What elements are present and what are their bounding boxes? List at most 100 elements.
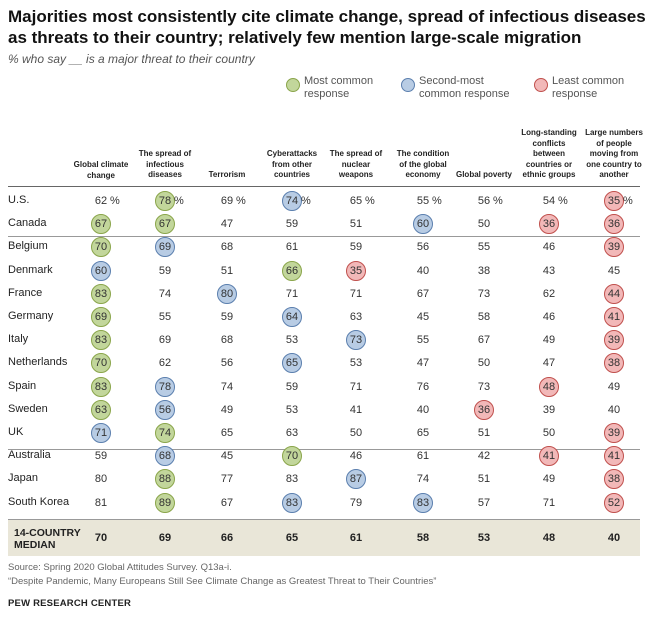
table-cell: 73: [477, 380, 491, 393]
median-label: 14-COUNTRY MEDIAN: [14, 527, 81, 551]
column-header: Global climate change: [73, 160, 129, 180]
table-cell: 59: [94, 450, 108, 463]
mark-circle-most: [91, 330, 111, 351]
table-cell: 59: [220, 311, 234, 323]
mark-circle-least: [604, 283, 624, 304]
median-cell: 40: [607, 532, 621, 544]
table-cell: 51: [349, 218, 363, 231]
table-cell: 65: [220, 427, 234, 439]
table-cell: 56: [477, 195, 491, 207]
table-cell: 55: [477, 241, 491, 254]
table-cell: 67: [477, 334, 491, 347]
table-cell: 39: [607, 427, 621, 439]
mark-circle-least: [604, 330, 624, 351]
table-cell: 65: [349, 195, 363, 207]
mark-circle-least: [539, 376, 559, 397]
mark-circle-second: [155, 376, 175, 397]
table-cell: 57: [477, 496, 491, 509]
column-header: The spread of nuclear weapons: [329, 149, 383, 179]
mark-circle-least: [539, 214, 559, 235]
table-cell: 59: [285, 380, 299, 393]
mark-circle-second: [413, 214, 433, 235]
column-header: Long-standing conflicts between countrie…: [521, 128, 577, 179]
table-cell: 67: [416, 287, 430, 300]
table-cell: 47: [542, 357, 556, 370]
table-cell: 74: [416, 473, 430, 486]
table-cell: 35: [349, 264, 363, 277]
median-cell: 69: [158, 532, 172, 544]
table-cell: 54: [542, 195, 556, 207]
table-cell: 74: [285, 195, 299, 207]
table-cell: 46: [349, 450, 363, 463]
table-cell: 38: [607, 357, 621, 370]
table-cell: 64: [285, 311, 299, 323]
percent-sign: %: [236, 195, 246, 207]
mark-circle-most: [91, 307, 111, 327]
row-label: Australia: [8, 449, 51, 462]
table-cell: 69: [94, 311, 108, 323]
mark-circle-second: [155, 237, 175, 258]
table-cell: 56: [416, 241, 430, 254]
mark-circle-most: [91, 399, 111, 420]
table-cell: 68: [158, 450, 172, 463]
table-cell: 67: [158, 218, 172, 231]
mark-circle-most: [155, 469, 175, 490]
table-cell: 62: [158, 357, 172, 370]
mark-circle-least: [604, 214, 624, 235]
row-divider: [8, 186, 640, 187]
table-cell: 67: [220, 496, 234, 509]
mark-circle-least: [604, 191, 624, 211]
percent-sign: %: [623, 195, 633, 207]
table-cell: 67: [94, 218, 108, 231]
table-cell: 83: [94, 380, 108, 393]
table-cell: 56: [158, 403, 172, 416]
mark-circle-second: [282, 492, 302, 513]
table-cell: 76: [416, 380, 430, 393]
legend-swatch-most: [286, 78, 300, 92]
table-cell: 50: [542, 427, 556, 439]
table-cell: 39: [607, 241, 621, 254]
legend-label-least: Least common response: [552, 75, 625, 100]
table-cell: 69: [220, 195, 234, 207]
table-cell: 74: [220, 380, 234, 393]
mark-circle-most: [282, 260, 302, 281]
row-label: South Korea: [8, 495, 70, 508]
table-cell: 50: [477, 357, 491, 370]
mark-circle-least: [474, 399, 494, 420]
table-cell: 53: [285, 403, 299, 416]
table-cell: 71: [285, 287, 299, 300]
median-cell: 70: [94, 532, 108, 544]
table-cell: 66: [285, 264, 299, 277]
mark-circle-second: [282, 307, 302, 327]
mark-circle-second: [282, 353, 302, 374]
mark-circle-least: [346, 260, 366, 281]
table-cell: 63: [349, 311, 363, 323]
table-cell: 71: [349, 287, 363, 300]
row-label: U.S.: [8, 194, 30, 206]
mark-circle-second: [413, 492, 433, 513]
mark-circle-least: [604, 423, 624, 443]
legend-swatch-least: [534, 78, 548, 92]
row-label: Spain: [8, 379, 37, 392]
column-header: The condition of the global economy: [396, 149, 450, 179]
column-header: Large numbers of people moving from one …: [585, 128, 643, 179]
row-label: Netherlands: [8, 356, 68, 369]
table-cell: 44: [607, 287, 621, 300]
mark-circle-least: [604, 237, 624, 258]
mark-circle-most: [91, 214, 111, 235]
mark-circle-second: [346, 469, 366, 490]
row-label: Belgium: [8, 240, 48, 253]
table-cell: 68: [220, 334, 234, 347]
mark-circle-second: [155, 446, 175, 467]
median-cell: 66: [220, 532, 234, 544]
table-cell: 43: [542, 264, 556, 277]
table-cell: 63: [94, 403, 108, 416]
table-cell: 51: [220, 264, 234, 277]
table-cell: 70: [94, 241, 108, 254]
brand-logo-text: PEW RESEARCH CENTER: [8, 598, 132, 609]
mark-circle-most: [155, 214, 175, 235]
table-cell: 55: [416, 334, 430, 347]
mark-circle-second: [282, 191, 302, 211]
row-label: Italy: [8, 333, 29, 346]
median-cell: 65: [285, 532, 299, 544]
